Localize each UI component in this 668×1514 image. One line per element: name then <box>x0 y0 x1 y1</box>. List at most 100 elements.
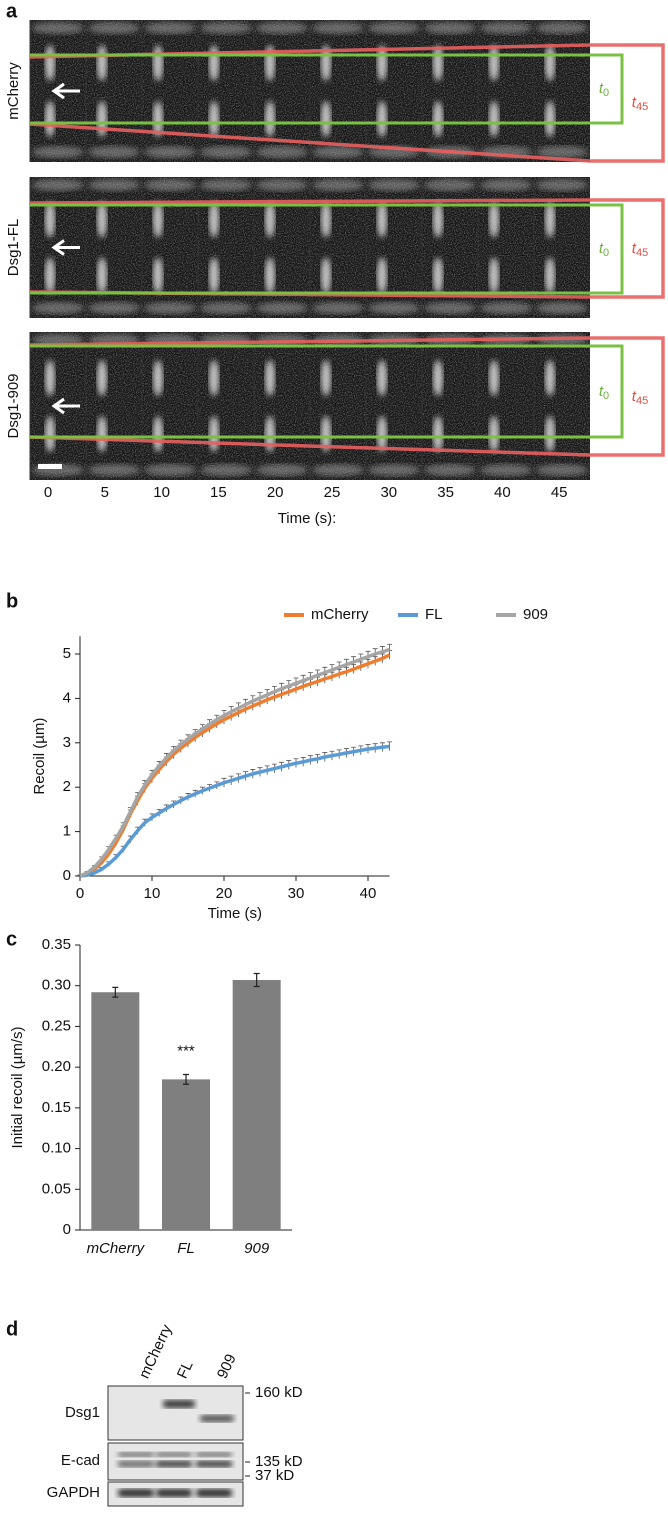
junction <box>153 201 163 238</box>
junction <box>265 416 275 452</box>
size-label: 160 kD <box>255 1384 303 1401</box>
membrane <box>144 179 196 191</box>
membrane <box>88 146 140 158</box>
x-tick-label: 909 <box>244 1240 270 1257</box>
x-tick-label: FL <box>177 1240 195 1257</box>
t0-label: t0 <box>599 240 609 259</box>
band <box>196 1489 232 1497</box>
legend-label: 909 <box>523 606 548 623</box>
arrow <box>51 239 80 256</box>
junction <box>209 360 219 396</box>
time-tick-label: 15 <box>210 484 227 501</box>
junction <box>377 257 387 294</box>
x-axis-title: Time (s) <box>208 905 262 922</box>
membrane <box>312 464 364 476</box>
membrane <box>480 302 532 314</box>
y-tick-label: 0.35 <box>42 936 71 953</box>
junction <box>321 360 331 396</box>
junction <box>433 257 443 294</box>
membrane <box>256 464 308 476</box>
y-tick-label: 1 <box>63 823 71 840</box>
t0-label: t0 <box>599 383 609 402</box>
membrane <box>536 464 588 476</box>
row-label: mCherry <box>5 62 22 120</box>
junction <box>153 416 163 452</box>
membrane <box>256 146 308 158</box>
junction <box>433 45 443 81</box>
junction <box>433 416 443 452</box>
row-label: Dsg1-FL <box>5 219 22 277</box>
membrane <box>536 22 588 34</box>
membrane <box>88 179 140 191</box>
membrane <box>312 22 364 34</box>
junction <box>321 416 331 452</box>
significance: *** <box>177 1042 195 1059</box>
blot-row-label: GAPDH <box>47 1484 100 1501</box>
time-symbol: t <box>599 240 604 257</box>
time-tick-label: 35 <box>437 484 454 501</box>
junction <box>45 416 55 452</box>
y-tick-label: 0.30 <box>42 977 71 994</box>
membrane <box>32 302 84 314</box>
x-tick-label: 30 <box>288 885 305 902</box>
junction <box>321 101 331 137</box>
blot-row-label: Dsg1 <box>65 1404 100 1421</box>
bar <box>232 980 281 1230</box>
y-tick-label: 0 <box>63 867 71 884</box>
t0-label: t0 <box>599 80 609 99</box>
y-tick-label: 0.05 <box>42 1180 71 1197</box>
y-tick-label: 0.20 <box>42 1058 71 1075</box>
arrow <box>51 397 80 415</box>
junction <box>545 257 555 294</box>
membrane <box>256 302 308 314</box>
y-tick-label: 0.10 <box>42 1140 71 1157</box>
junction <box>153 101 163 137</box>
membrane <box>480 179 532 191</box>
junction <box>545 201 555 238</box>
y-axis-title: Initial recoil (µm/s) <box>9 1027 26 1149</box>
band <box>200 1415 234 1422</box>
junction <box>489 101 499 137</box>
arrow <box>51 82 80 100</box>
junction <box>97 360 107 396</box>
junction <box>489 201 499 238</box>
junction <box>265 257 275 294</box>
error-bar <box>183 1073 189 1085</box>
junction <box>545 360 555 396</box>
junction <box>433 201 443 238</box>
membrane <box>312 146 364 158</box>
time-subscript: 0 <box>603 390 609 402</box>
time-symbol: t <box>599 383 604 400</box>
membrane <box>368 302 420 314</box>
junction <box>433 360 443 396</box>
band <box>156 1461 192 1467</box>
x-tick-label: 20 <box>216 885 233 902</box>
junction <box>545 416 555 452</box>
scale-bar <box>38 464 62 469</box>
time-subscript: 0 <box>603 87 609 99</box>
junction <box>45 257 55 294</box>
green-outline <box>30 344 624 439</box>
time-tick-label: 20 <box>267 484 284 501</box>
size-label: 37 kD <box>255 1467 294 1484</box>
membrane <box>312 179 364 191</box>
y-axis-title: Recoil (µm) <box>31 718 48 795</box>
lane-label: FL <box>174 1358 197 1381</box>
row-label: Dsg1-909 <box>5 373 22 438</box>
junction <box>265 101 275 137</box>
membrane <box>424 464 476 476</box>
legend-label: mCherry <box>311 606 369 623</box>
panel-label: b <box>6 590 18 612</box>
time-symbol: t <box>632 94 637 111</box>
membrane <box>144 464 196 476</box>
time-tick-label: 0 <box>44 484 52 501</box>
red-outline <box>29 43 665 163</box>
junction <box>433 101 443 137</box>
junction <box>545 101 555 137</box>
membrane <box>480 464 532 476</box>
membrane <box>200 179 252 191</box>
membrane <box>144 146 196 158</box>
junction <box>377 101 387 137</box>
junction <box>209 257 219 294</box>
